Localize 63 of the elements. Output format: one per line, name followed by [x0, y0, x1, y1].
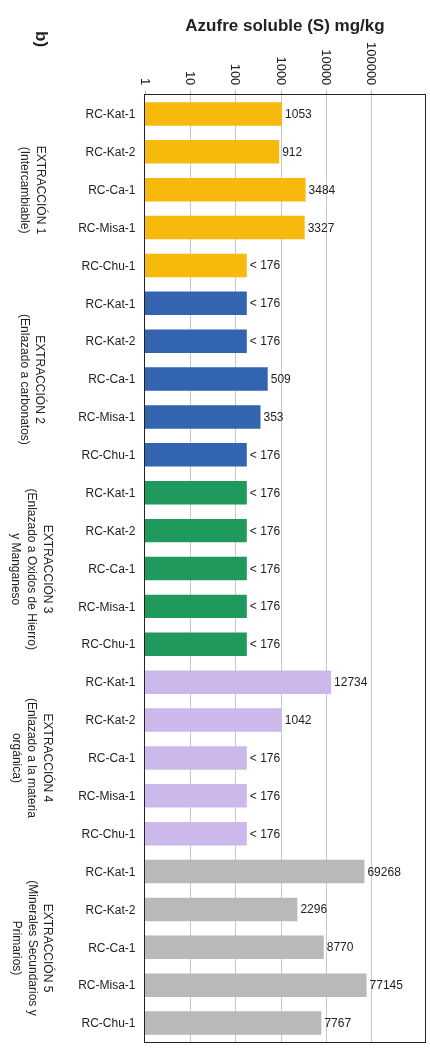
data-label: < 176: [249, 447, 281, 462]
y-tick-label: RC-Chu-1: [81, 258, 136, 273]
y-tick-label: RC-Kat-1: [85, 485, 136, 500]
data-label: 3484: [308, 182, 336, 197]
y-tick-label: RC-Misa-1: [78, 978, 136, 993]
data-label: < 176: [249, 334, 281, 349]
y-tick-label: RC-Ca-1: [88, 561, 136, 576]
x-tick-label: 10: [183, 70, 199, 86]
data-label: 912: [282, 144, 303, 159]
y-tick-label: RC-Kat-2: [85, 902, 136, 917]
y-tick-label: RC-Kat-1: [85, 296, 136, 311]
x-tick-label: 1000: [273, 56, 289, 86]
x-tick-label: 1: [137, 78, 153, 86]
y-tick-label: RC-Misa-1: [78, 220, 136, 235]
x-tick-label: 100000: [364, 41, 380, 86]
y-tick-label: RC-Chu-1: [81, 637, 136, 652]
data-label: < 176: [249, 788, 281, 803]
y-tick-label: RC-Kat-1: [85, 675, 136, 690]
y-tick-label: RC-Ca-1: [88, 182, 136, 197]
data-label: 8770: [326, 940, 354, 955]
text: b): [32, 31, 52, 48]
y-tick-label: RC-Misa-1: [78, 410, 136, 425]
y-tick-label: RC-Kat-1: [85, 864, 136, 879]
y-tick-label: RC-Misa-1: [78, 599, 136, 614]
data-label: 509: [270, 372, 292, 387]
data-label: < 176: [249, 637, 281, 652]
x-tick-label: 10000: [319, 49, 335, 86]
x-tick-label: 100: [228, 63, 244, 86]
y-tick-label: RC-Kat-2: [85, 145, 136, 160]
y-tick-label: RC-Chu-1: [81, 826, 136, 841]
data-label: < 176: [249, 523, 281, 538]
data-label: 12734: [334, 675, 368, 690]
data-label: 3327: [307, 220, 335, 235]
data-label: < 176: [249, 296, 281, 311]
data-label: < 176: [249, 599, 281, 614]
y-tick-label: RC-Ca-1: [88, 751, 136, 766]
y-tick-label: RC-Kat-2: [85, 334, 136, 349]
data-label: < 176: [249, 826, 281, 841]
text: EXTRACCIÓN 2 (Enlazado a carbonatos): [17, 314, 49, 445]
y-tick-label: RC-Ca-1: [88, 940, 136, 955]
y-tick-label: RC-Ca-1: [88, 372, 136, 387]
y-tick-label: RC-Kat-1: [85, 107, 136, 122]
text: EXTRACCIÓN 1 (Intercambiable): [18, 145, 49, 235]
data-label: < 176: [249, 750, 281, 765]
data-label: 77145: [369, 978, 404, 993]
data-label: 2296: [300, 902, 328, 917]
data-label: < 176: [249, 485, 281, 500]
text: EXTRACCIÓN 3 (Enlazado a Oxidos de Hierro) y Manganeso: [9, 488, 56, 650]
data-label: 1042: [284, 713, 312, 728]
data-label: < 176: [249, 561, 281, 576]
data-label: 1053: [285, 106, 313, 121]
data-label: 69268: [367, 864, 402, 879]
x-axis-title: Azufre soluble (S) mg/kg: [185, 15, 385, 35]
data-label: 7767: [324, 1016, 352, 1031]
y-tick-label: RC-Kat-2: [85, 523, 136, 538]
y-tick-label: RC-Chu-1: [81, 1016, 136, 1031]
data-label: 353: [263, 409, 284, 424]
y-tick-label: RC-Kat-2: [85, 713, 136, 728]
y-tick-label: RC-Chu-1: [81, 448, 136, 463]
y-tick-label: RC-Misa-1: [78, 788, 136, 803]
text: EXTRACCIÓN 4 (Enlazado a la materia orgánica): [9, 697, 56, 819]
text: EXTRACCIÓN 5 (Minerales Secundarios y Primarios): [10, 880, 57, 1016]
data-label: < 176: [249, 258, 281, 273]
